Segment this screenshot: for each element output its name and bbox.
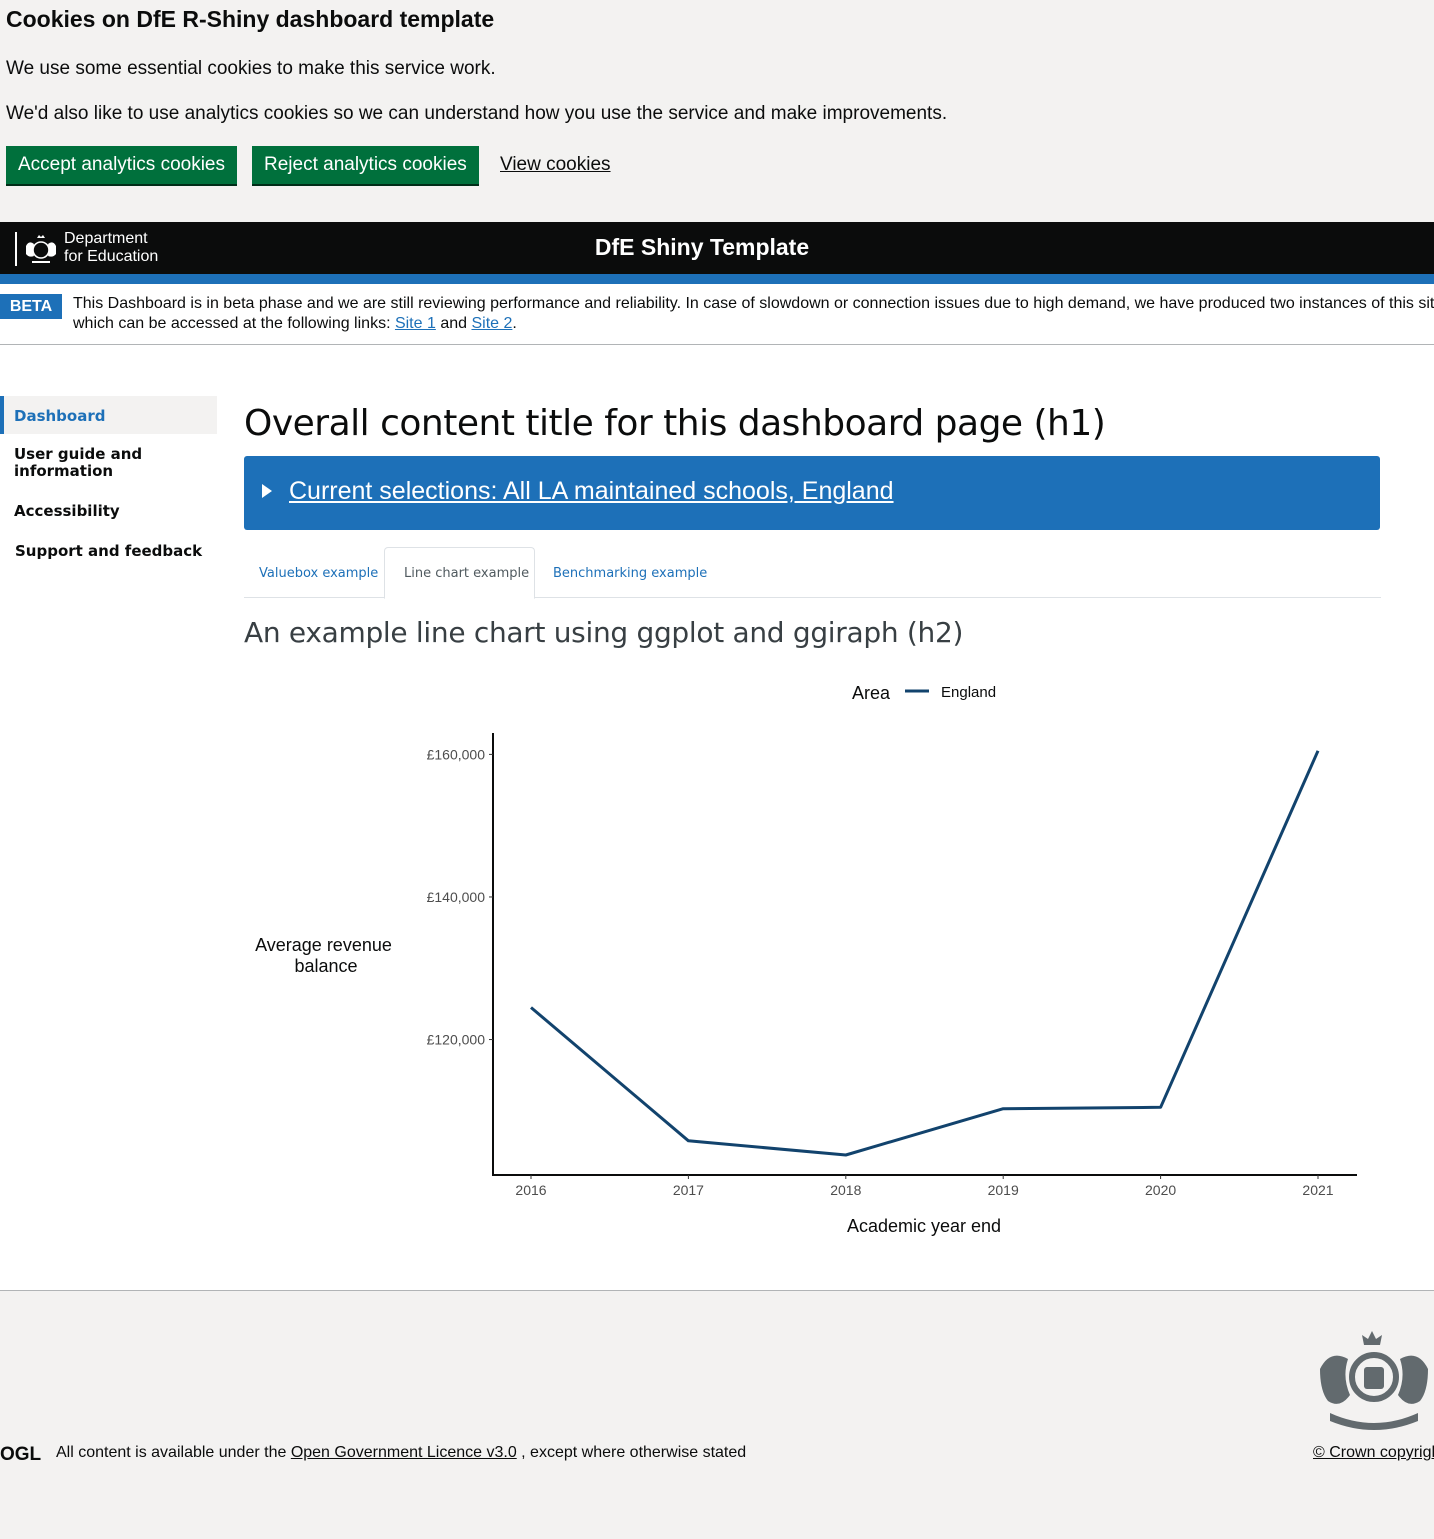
site-header: Department for Education DfE Shiny Templ… <box>0 222 1434 274</box>
beta-period: . <box>512 315 517 332</box>
y-axis-label: Average revenue balance <box>255 935 397 976</box>
tab-benchmarking[interactable]: Benchmarking example <box>538 547 708 597</box>
licence-prefix: All content is available under the <box>56 1444 291 1461</box>
sidebar-item-dashboard[interactable]: Dashboard <box>0 396 217 434</box>
line-chart-svg: Area England Average revenue balance Aca… <box>255 683 1357 1236</box>
logo-line-1: Department <box>64 230 148 247</box>
tab-bar: Valuebox example Line chart example Benc… <box>244 547 1381 599</box>
dfe-logo-text[interactable]: Department for Education <box>64 230 158 266</box>
sidebar-item-support[interactable]: Support and feedback <box>0 542 213 562</box>
service-title: DfE Shiny Template <box>594 234 810 260</box>
x-tick-label: 2019 <box>988 1182 1019 1198</box>
sidebar-item-label: Accessibility <box>14 502 120 520</box>
y-tick-label: £160,000 <box>427 746 486 762</box>
ogl-logo-icon: OGL <box>0 1444 42 1465</box>
sidebar-item-label: Dashboard <box>14 407 106 425</box>
caret-right-icon <box>262 484 272 498</box>
x-tick-label: 2016 <box>515 1182 546 1198</box>
line-chart: Area England Average revenue balance Aca… <box>244 670 1381 1250</box>
beta-tag: BETA <box>0 294 62 319</box>
logo-line-2: for Education <box>64 248 159 265</box>
accept-cookies-button[interactable]: Accept analytics cookies <box>6 146 237 184</box>
royal-crest-icon <box>26 235 56 263</box>
licence-suffix: , except where otherwise stated <box>516 1444 747 1461</box>
site-1-link[interactable]: Site 1 <box>394 315 436 332</box>
royal-coat-of-arms-icon <box>1320 1331 1428 1430</box>
licence-text: All content is available under the Open … <box>56 1444 746 1462</box>
cookie-banner-title: Cookies on DfE R-Shiny dashboard templat… <box>6 6 495 32</box>
y-tick-label: £120,000 <box>427 1032 486 1048</box>
beta-text: This Dashboard is in beta phase and we a… <box>73 294 1434 334</box>
beta-links-prefix: which can be accessed at the following l… <box>73 315 395 332</box>
header-accent-bar <box>0 274 1434 284</box>
sidebar-item-accessibility[interactable]: Accessibility <box>0 502 213 522</box>
tab-valuebox[interactable]: Valuebox example <box>244 547 384 597</box>
y-axis-label-line-2: balance <box>294 956 357 976</box>
open-government-licence-link[interactable]: Open Government Licence v3.0 <box>290 1444 517 1461</box>
beta-banner: BETA This Dashboard is in beta phase and… <box>0 284 1434 345</box>
tab-line-chart[interactable]: Line chart example <box>384 547 535 599</box>
crown-copyright-link[interactable]: © Crown copyright <box>1313 1444 1434 1461</box>
legend-entry: England <box>941 684 996 701</box>
beta-text-line-1: This Dashboard is in beta phase and we a… <box>73 295 1434 312</box>
x-tick-label: 2020 <box>1145 1182 1176 1198</box>
y-tick-label: £140,000 <box>427 889 486 905</box>
sidebar-item-user-guide[interactable]: User guide and information <box>0 446 213 482</box>
beta-text-line-2: which can be accessed at the following l… <box>73 314 1434 334</box>
view-cookies-link[interactable]: View cookies <box>500 154 611 175</box>
chart-axes: £120,000 £140,000 £160,000 2016 2017 2018 2019… <box>427 733 1357 1198</box>
page-title: Overall content title for this dashboard… <box>244 403 1106 444</box>
site-2-link[interactable]: Site 2 <box>471 315 513 332</box>
ogl-logo-text: OGL <box>0 1444 42 1465</box>
tab-label: Valuebox example <box>259 566 379 581</box>
reject-cookies-button[interactable]: Reject analytics cookies <box>252 146 479 184</box>
sidebar-item-label: Support and feedback <box>15 542 203 560</box>
x-tick-label: 2018 <box>830 1182 861 1198</box>
tab-label: Line chart example <box>404 566 530 581</box>
x-axis-label: Academic year end <box>847 1216 1001 1236</box>
logo-divider <box>15 232 17 266</box>
current-selections-toggle[interactable]: Current selections: All LA maintained sc… <box>244 456 1380 530</box>
legend-title: Area <box>852 683 891 703</box>
cookie-banner: Cookies on DfE R-Shiny dashboard templat… <box>0 0 1434 222</box>
tab-label: Benchmarking example <box>553 566 708 581</box>
beta-and: and <box>435 315 472 332</box>
chart-marks <box>530 750 1320 1157</box>
series-line-england <box>530 750 1320 1157</box>
current-selections-label[interactable]: Current selections: All LA maintained sc… <box>289 477 894 505</box>
x-tick-label: 2017 <box>673 1182 704 1198</box>
sidebar-item-label: User guide and information <box>14 445 143 480</box>
cookie-analytics-text: We'd also like to use analytics cookies … <box>6 103 948 124</box>
section-heading: An example line chart using ggplot and g… <box>244 616 964 649</box>
site-footer: OGL All content is available under the O… <box>0 1290 1434 1539</box>
y-axis-label-line-1: Average revenue <box>255 935 392 955</box>
cookie-essential-text: We use some essential cookies to make th… <box>6 58 496 79</box>
x-tick-label: 2021 <box>1302 1182 1333 1198</box>
